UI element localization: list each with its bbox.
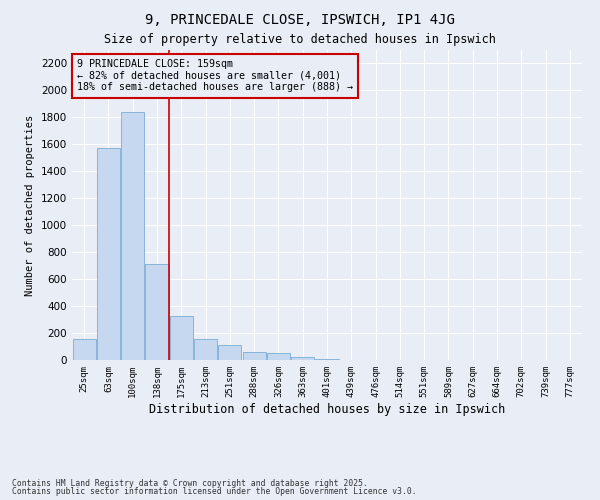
Bar — [291, 358, 314, 360]
Text: Contains public sector information licensed under the Open Government Licence v3: Contains public sector information licen… — [12, 487, 416, 496]
Bar — [316, 358, 338, 360]
Text: Contains HM Land Registry data © Crown copyright and database right 2025.: Contains HM Land Registry data © Crown c… — [12, 478, 368, 488]
Y-axis label: Number of detached properties: Number of detached properties — [25, 114, 35, 296]
Text: Size of property relative to detached houses in Ipswich: Size of property relative to detached ho… — [104, 32, 496, 46]
Bar — [97, 148, 120, 360]
Bar — [121, 112, 144, 360]
Bar — [73, 339, 95, 360]
Bar — [145, 264, 169, 360]
X-axis label: Distribution of detached houses by size in Ipswich: Distribution of detached houses by size … — [149, 402, 505, 415]
Bar — [218, 344, 241, 360]
Bar — [170, 316, 193, 360]
Bar — [267, 354, 290, 360]
Text: 9 PRINCEDALE CLOSE: 159sqm
← 82% of detached houses are smaller (4,001)
18% of s: 9 PRINCEDALE CLOSE: 159sqm ← 82% of deta… — [77, 60, 353, 92]
Text: 9, PRINCEDALE CLOSE, IPSWICH, IP1 4JG: 9, PRINCEDALE CLOSE, IPSWICH, IP1 4JG — [145, 12, 455, 26]
Bar — [194, 339, 217, 360]
Bar — [242, 352, 266, 360]
